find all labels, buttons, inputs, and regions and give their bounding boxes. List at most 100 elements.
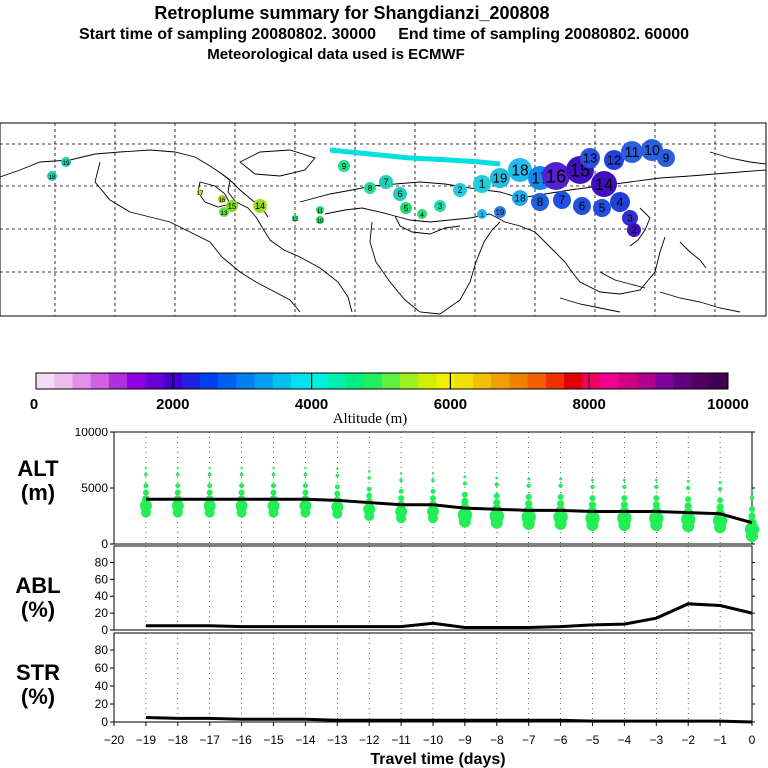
plume-point-label: 2	[457, 185, 462, 195]
altitude-particle-dot	[144, 466, 148, 470]
map-coastlines	[0, 149, 767, 315]
panel-label: STR	[16, 660, 60, 685]
plume-point-label: 16	[219, 198, 226, 204]
colorbar-cell	[636, 373, 656, 389]
altitude-particle-dot	[717, 486, 723, 492]
plume-point-label: 14	[595, 175, 614, 194]
colorbar-cell	[473, 373, 492, 389]
plume-point	[508, 158, 532, 182]
panel-abl: 0 20 40 60 80 ABL(%)	[15, 545, 755, 637]
altitude-particle-dot	[558, 483, 563, 488]
altitude-particle-dot	[299, 499, 312, 512]
panel-label: ALT	[17, 456, 59, 481]
x-tick-label: −7	[522, 733, 536, 747]
plume-point	[580, 148, 600, 168]
altitude-particle-dot	[303, 472, 308, 477]
colorbar-cell	[527, 373, 547, 389]
y-tick-label: 60	[95, 572, 109, 586]
altitude-particle-dot	[685, 496, 692, 503]
colorbar-cell	[254, 373, 274, 389]
altitude-particle-dot	[654, 478, 658, 482]
altitude-particle-dot	[335, 473, 340, 478]
y-tick-label: 40	[95, 679, 109, 693]
altitude-particle-dot	[590, 484, 595, 490]
plume-point-label: 18	[511, 162, 528, 179]
altitude-particle-dot	[174, 489, 181, 496]
colorbar-cell	[491, 373, 510, 389]
altitude-particle-dot	[749, 495, 755, 501]
colorbar-cell	[290, 373, 310, 389]
plume-trail-line	[329, 147, 501, 167]
plume-point	[316, 216, 324, 224]
plume-point	[573, 197, 591, 215]
colorbar-cell	[72, 373, 92, 389]
plume-point-label: 16	[546, 166, 566, 186]
plume-point	[434, 200, 446, 212]
colorbar-cell	[218, 373, 237, 389]
colorbar-tick-label: 0	[30, 396, 38, 413]
y-tick-label: 80	[95, 555, 109, 569]
x-tick-label: −5	[586, 733, 600, 747]
plume-point-label: 3	[438, 202, 442, 211]
altitude-particle-dot	[302, 489, 309, 496]
time-series-panels: 0500010000ALT(m)020406080ABL(%)020406080…	[15, 428, 760, 768]
altitude-particle-dot	[526, 483, 531, 488]
altitude-particle-dot	[748, 512, 756, 520]
x-tick-label: −15	[263, 733, 284, 747]
altitude-particle-dot	[494, 482, 499, 487]
colorbar-cell	[618, 373, 638, 389]
plume-point-label: 10	[317, 219, 324, 225]
altitude-particle-dot	[208, 466, 211, 470]
panel-unit: (%)	[21, 684, 55, 709]
altitude-particle-dot	[235, 499, 248, 512]
plume-point-label: 2	[631, 225, 636, 235]
altitude-particle-dot	[171, 499, 184, 512]
altitude-particle-dot	[622, 484, 627, 490]
altitude-particle-dot	[207, 472, 212, 477]
plume-point-label: 4	[616, 195, 623, 210]
altitude-particle-dot	[621, 495, 628, 502]
x-tick-label: −20	[104, 733, 125, 747]
y-tick-label: 20	[95, 606, 109, 620]
x-tick-label: −10	[423, 733, 444, 747]
series-line-alt	[145, 497, 753, 525]
altitude-particle-dot	[716, 503, 724, 511]
altitude-particle-dot	[461, 491, 468, 498]
altitude-particle-dot	[207, 483, 213, 489]
plume-point-label: 18	[514, 194, 526, 205]
colorbar-cell	[655, 373, 674, 389]
x-tick-label: −6	[554, 733, 568, 747]
chart-title: Retroplume summary for Shangdianzi_20080…	[154, 3, 550, 23]
altitude-particle-dot	[495, 476, 499, 480]
altitude-particle-dot	[686, 479, 690, 483]
plume-point	[477, 209, 487, 219]
colorbar-cell	[436, 373, 456, 389]
plume-point-label: 11	[317, 209, 324, 215]
y-tick-label: 80	[95, 643, 109, 657]
colorbar-cell	[582, 373, 602, 389]
plume-point-label: 13	[220, 210, 228, 217]
y-tick-label: 0	[101, 537, 108, 551]
altitude-particle-dot	[143, 483, 149, 489]
altitude-particle-dot	[270, 489, 277, 496]
altitude-particle-dot	[334, 484, 340, 490]
altitude-particle-dot	[363, 503, 376, 516]
plume-point	[226, 200, 238, 212]
x-tick-label: −3	[649, 733, 663, 747]
colorbar-cell	[545, 373, 565, 389]
altitude-particle-dot	[461, 497, 469, 506]
plume-point	[494, 206, 506, 218]
sampling-time-subtitle: Start time of sampling 20080802. 30000 E…	[78, 26, 690, 43]
plume-point-label: 15	[228, 202, 237, 211]
altitude-particle-dot	[398, 495, 405, 502]
plume-point	[473, 175, 491, 193]
x-tick-label: −8	[490, 733, 504, 747]
series-line-abl	[145, 602, 753, 629]
plume-point-label: 9	[663, 152, 670, 165]
altitude-particle-dot	[620, 501, 629, 509]
colorbar-cell	[127, 373, 146, 389]
plume-point-label: 5	[404, 204, 409, 213]
plume-point-label: 4	[420, 212, 424, 219]
altitude-particle-dot	[175, 483, 181, 489]
x-tick-label: −13	[327, 733, 348, 747]
